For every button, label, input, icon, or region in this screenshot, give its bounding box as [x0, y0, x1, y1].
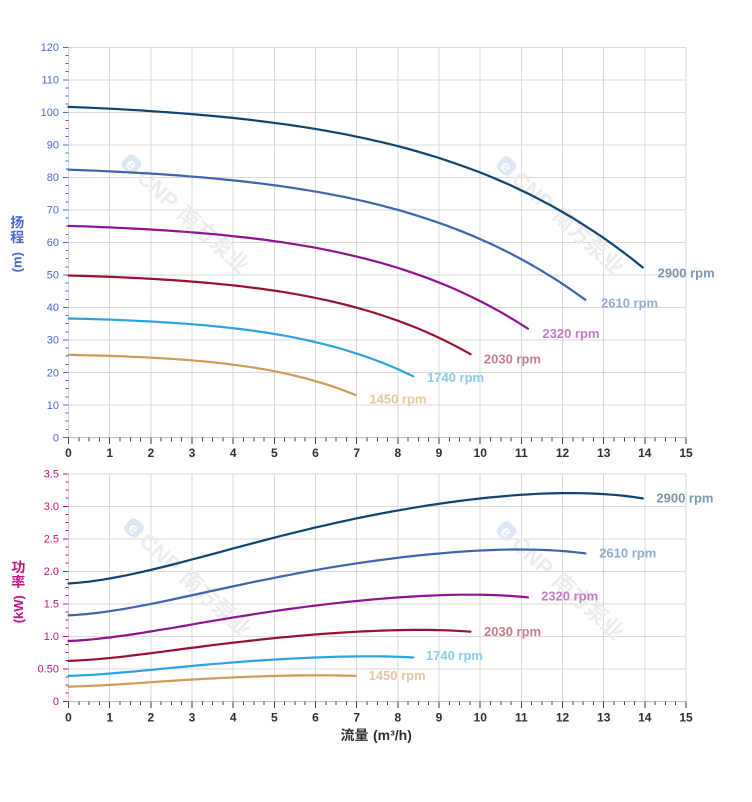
- svg-text:1450 rpm: 1450 rpm: [369, 391, 426, 406]
- svg-text:20: 20: [47, 367, 59, 379]
- svg-text:13: 13: [597, 446, 611, 460]
- svg-text:11: 11: [515, 710, 528, 724]
- svg-text:0.50: 0.50: [38, 664, 59, 676]
- svg-text:3: 3: [189, 446, 196, 460]
- svg-text:10: 10: [474, 446, 488, 460]
- svg-text:1: 1: [106, 710, 113, 724]
- svg-text:1450 rpm: 1450 rpm: [369, 668, 426, 683]
- svg-text:8: 8: [394, 446, 401, 460]
- svg-text:90: 90: [47, 140, 59, 152]
- svg-text:10: 10: [474, 710, 488, 724]
- svg-text:40: 40: [47, 302, 59, 314]
- svg-text:10: 10: [47, 400, 59, 412]
- svg-text:60: 60: [47, 237, 59, 249]
- svg-text:2900 rpm: 2900 rpm: [658, 266, 715, 281]
- svg-text:0: 0: [65, 710, 72, 724]
- svg-text:0: 0: [65, 446, 72, 460]
- svg-text:2030 rpm: 2030 rpm: [484, 624, 541, 639]
- svg-text:7: 7: [353, 446, 360, 460]
- svg-text:2610 rpm: 2610 rpm: [601, 296, 658, 311]
- svg-text:(m): (m): [10, 252, 25, 272]
- svg-text:100: 100: [41, 107, 59, 119]
- svg-text:2: 2: [147, 710, 154, 724]
- svg-text:12: 12: [556, 710, 570, 724]
- svg-text:120: 120: [41, 42, 59, 54]
- svg-text:8: 8: [394, 710, 401, 724]
- svg-text:2320 rpm: 2320 rpm: [541, 589, 598, 604]
- svg-text:2320 rpm: 2320 rpm: [542, 326, 599, 341]
- svg-text:3: 3: [189, 710, 196, 724]
- svg-text:4: 4: [230, 710, 237, 724]
- svg-text:6: 6: [312, 446, 319, 460]
- svg-text:1: 1: [106, 446, 113, 460]
- svg-text:2030 rpm: 2030 rpm: [484, 351, 541, 366]
- svg-text:70: 70: [47, 205, 59, 217]
- svg-text:12: 12: [556, 446, 570, 460]
- svg-text:2610 rpm: 2610 rpm: [599, 546, 656, 561]
- svg-text:13: 13: [597, 710, 611, 724]
- svg-text:0: 0: [53, 432, 59, 444]
- svg-text:0: 0: [53, 696, 59, 708]
- svg-text:2.5: 2.5: [44, 534, 59, 546]
- svg-text:(kW): (kW): [11, 595, 26, 623]
- svg-text:11: 11: [515, 446, 528, 460]
- svg-text:1740 rpm: 1740 rpm: [426, 648, 483, 663]
- svg-text:14: 14: [638, 710, 652, 724]
- svg-text:15: 15: [679, 446, 693, 460]
- svg-text:3.5: 3.5: [44, 469, 59, 481]
- svg-text:14: 14: [638, 446, 652, 460]
- svg-text:7: 7: [353, 710, 360, 724]
- svg-text:30: 30: [47, 335, 59, 347]
- svg-text:1740 rpm: 1740 rpm: [427, 370, 484, 385]
- svg-text:5: 5: [271, 446, 278, 460]
- svg-text:15: 15: [679, 710, 693, 724]
- svg-text:9: 9: [436, 710, 443, 724]
- svg-text:(m³/h): (m³/h): [373, 727, 412, 743]
- svg-text:50: 50: [47, 270, 59, 282]
- svg-text:2.0: 2.0: [44, 566, 59, 578]
- svg-text:1.0: 1.0: [44, 631, 59, 643]
- svg-text:5: 5: [271, 710, 278, 724]
- svg-text:4: 4: [230, 446, 237, 460]
- svg-text:2900 rpm: 2900 rpm: [656, 491, 713, 506]
- svg-text:110: 110: [41, 75, 59, 87]
- svg-text:6: 6: [312, 710, 319, 724]
- svg-text:9: 9: [436, 446, 443, 460]
- svg-text:1.5: 1.5: [44, 599, 59, 611]
- svg-text:2: 2: [147, 446, 154, 460]
- svg-text:80: 80: [47, 172, 59, 184]
- svg-text:3.0: 3.0: [44, 501, 59, 513]
